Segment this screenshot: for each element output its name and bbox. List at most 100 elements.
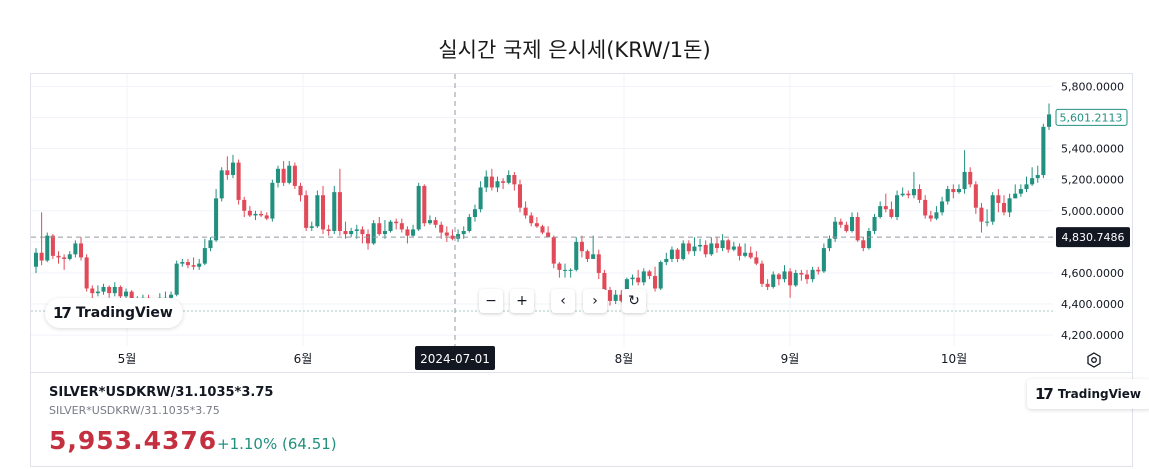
candle-body [844,224,849,231]
candle-body [185,262,190,266]
scroll-right-button[interactable]: › [583,289,607,313]
crosshair-y-label-bg [1056,227,1130,248]
candle-body [872,216,877,231]
y-tick-label: 5,400.0000 [1061,143,1124,156]
candle-body [681,243,686,259]
candle-body [517,184,523,208]
candle-body [759,263,765,284]
candle-body [793,272,798,286]
candle-body [613,294,618,301]
candle-body [478,187,483,210]
candle-body [202,248,207,264]
candle-body [191,265,196,267]
candle-body [664,258,669,263]
candle-body [917,189,922,200]
crosshair-x-label: 2024-07-01 [420,352,490,366]
candle-body [574,241,579,270]
candle-body [714,243,719,249]
scroll-left-button[interactable]: ‹ [551,289,575,313]
candle-body [472,209,477,217]
y-tick-label: 4,600.0000 [1061,267,1124,280]
candle-body [78,243,84,258]
candle-body [107,286,112,294]
current-price: 5,953.4376 [49,426,218,455]
candle-body [821,248,826,272]
candle-body [174,263,179,295]
candle-body [833,221,838,239]
candle-body [889,209,894,217]
candle-body [444,232,449,236]
candle-body [996,195,1001,204]
candle-body [416,185,421,230]
candle-body [242,199,247,211]
candle-body [450,235,455,239]
candle-body [33,252,39,267]
candle-body [1018,189,1023,194]
crosshair-y-label: 4,830.7486 [1062,231,1125,244]
candle-body [371,223,376,244]
last-price-label-bg [1055,108,1128,126]
reset-chart-button[interactable]: ↻ [622,289,646,313]
candle-body [84,257,89,289]
candle-body [405,229,410,236]
candle-body [236,162,241,200]
candle-body [608,290,613,301]
chart-panel[interactable]: 5,800.00005,600.00005,400.00005,200.0000… [30,73,1133,373]
y-tick-label: 4,200.0000 [1061,329,1124,342]
candle-body [382,230,387,235]
chart-settings-icon[interactable] [1085,351,1103,369]
zoom-out-button[interactable]: − [479,289,503,313]
candle-body [861,240,866,249]
candle-body [653,276,658,289]
candle-body [337,192,342,231]
x-tick-label: 9월 [781,352,800,366]
tradingview-logo[interactable]: 17 TradingView [45,298,183,328]
candle-body [45,235,50,261]
candle-body [602,272,607,291]
candle-body [439,224,444,233]
candle-body [776,274,781,280]
candle-body [731,246,736,250]
candle-body [197,263,202,267]
candle-body [219,170,224,199]
candlestick-chart[interactable]: 5,800.00005,600.00005,400.00005,200.0000… [31,74,1132,374]
candle-body [456,234,461,239]
candle-body [523,207,528,216]
candle-body [647,271,652,277]
candle-body [332,192,337,231]
tradingview-widget-logo[interactable]: 17 TradingView [1027,379,1149,409]
candle-body [540,226,545,233]
candle-body [810,269,815,280]
y-tick-label: 4,400.0000 [1061,298,1124,311]
candle-body [1024,184,1029,190]
candle-body [292,165,297,186]
candle-body [619,294,624,301]
candle-body [900,193,905,196]
candle-body [1001,203,1007,213]
candle-body [658,262,663,289]
candle-body [495,181,500,188]
candle-body [765,283,770,287]
candle-body [1041,126,1046,176]
candle-body [754,257,759,264]
y-tick-label: 5,800.0000 [1061,80,1124,93]
candle-body [883,206,888,210]
candle-body [895,195,900,217]
candle-body [433,220,438,225]
candle-body [928,215,933,219]
candle-body [709,243,714,255]
crosshair-x-label-bg [415,346,495,370]
candle-body [304,195,309,228]
tradingview-mark-icon: 17 [53,304,72,322]
zoom-in-button[interactable]: + [510,289,534,313]
candle-body [934,212,939,219]
candle-body [990,195,995,222]
x-tick-label: 5월 [118,352,137,366]
candle-body [962,171,967,190]
x-tick-label: 10월 [941,352,967,366]
candle-body [506,175,511,183]
candle-body [743,252,748,256]
candle-body [225,170,230,176]
candle-body [534,223,539,227]
candle-body [636,277,641,283]
